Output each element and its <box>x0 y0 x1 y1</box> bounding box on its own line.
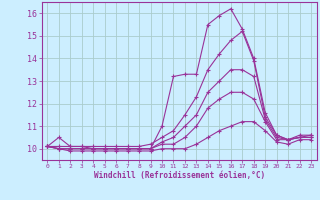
X-axis label: Windchill (Refroidissement éolien,°C): Windchill (Refroidissement éolien,°C) <box>94 171 265 180</box>
